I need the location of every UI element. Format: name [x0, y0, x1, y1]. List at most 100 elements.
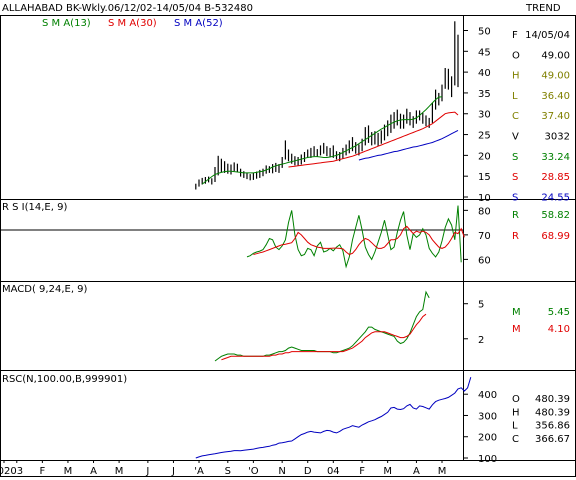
macd-plot — [214, 290, 430, 362]
readout-key: S — [512, 192, 518, 203]
trend-label: TREND — [525, 3, 561, 14]
readout-key: H — [512, 71, 520, 82]
macd-label: MACD( 9,24,E, 9) — [2, 284, 88, 295]
rsc-readout: O 480.39 H 480.39 L 356.86 C 366.67 — [512, 394, 570, 445]
rsi-label: R S I(14,E, 9) — [2, 202, 67, 213]
readout-key: O — [512, 50, 520, 61]
rsc-label: RSC(N,100.00,B,999901) — [2, 374, 127, 385]
y-tick-label: 200 — [478, 433, 497, 444]
rsi-signal-line — [253, 225, 465, 256]
rsc-line — [195, 377, 472, 459]
y-tick-label: 35 — [478, 89, 491, 100]
x-tick-label: S — [225, 466, 231, 477]
readout-key: S — [512, 152, 518, 163]
readout-value: 37.40 — [541, 111, 570, 122]
price-readout: F 14/05/04 O 49.00 H 49.00 L 36.40 C 37.40 V 3032 S 3… — [512, 30, 570, 203]
rsi-y-axis: 60 70 80 — [463, 206, 491, 266]
readout-key: O — [512, 394, 520, 405]
y-tick-label: 15 — [478, 172, 491, 183]
sma52-line — [358, 129, 459, 161]
readout-key: F — [512, 30, 518, 41]
x-tick-label: N — [278, 466, 285, 477]
readout-value: 24.55 — [541, 192, 570, 203]
x-tick-label: J — [171, 466, 175, 477]
x-tick-label: M — [383, 466, 392, 477]
readout-value: 36.40 — [541, 91, 570, 102]
readout-key: V — [512, 132, 519, 143]
y-tick-label: 60 — [478, 255, 491, 266]
macd-y-axis: 25 — [463, 300, 484, 346]
readout-value: 28.85 — [541, 172, 570, 183]
x-tick-label: F — [39, 466, 45, 477]
chart-title: ALLAHABAD BK-Wkly.06/12/02-14/05/04 B-53… — [2, 3, 253, 14]
readout-value: 366.67 — [535, 434, 570, 445]
x-tick-label: D — [304, 466, 312, 477]
readout-value: 14/05/04 — [525, 30, 570, 41]
x-tick-label: M — [438, 466, 447, 477]
readout-value: 33.24 — [541, 152, 570, 163]
readout-value: 68.99 — [541, 231, 570, 242]
x-tick-label: M — [64, 466, 73, 477]
readout-value: 58.82 — [541, 210, 570, 221]
x-tick-label: J — [145, 466, 149, 477]
x-tick-label: F — [359, 466, 365, 477]
y-tick-label: 80 — [478, 206, 491, 217]
readout-value: 49.00 — [541, 71, 570, 82]
x-tick-label: 02 — [0, 466, 10, 477]
readout-key: R — [512, 231, 519, 242]
y-tick-label: 10 — [478, 193, 491, 204]
readout-key: C — [512, 111, 519, 122]
y-tick-label: 50 — [478, 26, 491, 37]
rsi-plot — [0, 205, 465, 269]
y-tick-label: 2 — [478, 335, 484, 346]
y-tick-label: 30 — [478, 110, 491, 121]
readout-value: 480.39 — [535, 407, 570, 418]
x-tick-label: 'A — [194, 466, 204, 477]
y-tick-label: 5 — [478, 300, 484, 311]
readout-value: 49.00 — [541, 50, 570, 61]
x-axis-labels: 02 03 F M A M J J 'A S 'O N D 04 F M A M — [0, 460, 446, 477]
readout-key: L — [512, 421, 518, 432]
readout-key: M — [512, 324, 521, 335]
readout-key: H — [512, 407, 520, 418]
price-plot — [195, 21, 459, 190]
x-tick-label: M — [115, 466, 124, 477]
x-tick-label: A — [90, 466, 97, 477]
readout-value: 5.45 — [548, 307, 570, 318]
rsc-y-axis: 100 200 300 400 — [463, 390, 497, 465]
x-tick-label: A — [413, 466, 420, 477]
y-tick-label: 20 — [478, 151, 491, 162]
y-tick-label: 100 — [478, 454, 497, 465]
readout-key: L — [512, 91, 518, 102]
readout-value: 480.39 — [535, 394, 570, 405]
legend-sma52: S M A(52) — [174, 18, 223, 29]
readout-value: 3032 — [545, 132, 570, 143]
price-y-axis: 10 15 20 25 30 35 40 45 50 — [463, 26, 491, 204]
y-tick-label: 25 — [478, 131, 491, 142]
readout-value: 356.86 — [535, 421, 570, 432]
rsc-plot — [195, 377, 472, 459]
sma13-line — [201, 96, 443, 185]
x-tick-label: 04 — [327, 466, 340, 477]
readout-key: S — [512, 172, 518, 183]
readout-key: R — [512, 210, 519, 221]
chart-frame — [0, 15, 576, 477]
rsi-readout: R 58.82 R 68.99 — [512, 210, 570, 242]
macd-readout: M 5.45 M 4.10 — [512, 307, 570, 335]
legend-sma30: S M A(30) — [108, 18, 157, 29]
y-tick-label: 45 — [478, 47, 491, 58]
sma30-line — [288, 111, 459, 168]
macd-line — [214, 290, 430, 362]
rsi-line — [246, 205, 462, 269]
x-tick-label: 03 — [10, 466, 23, 477]
legend-sma13: S M A(13) — [42, 18, 91, 29]
y-tick-label: 70 — [478, 231, 491, 242]
y-tick-label: 400 — [478, 390, 497, 401]
readout-key: C — [512, 434, 519, 445]
y-tick-label: 40 — [478, 68, 491, 79]
macd-signal-line — [221, 313, 427, 361]
x-tick-label: 'O — [248, 466, 259, 477]
readout-value: 4.10 — [548, 324, 570, 335]
readout-key: M — [512, 307, 521, 318]
